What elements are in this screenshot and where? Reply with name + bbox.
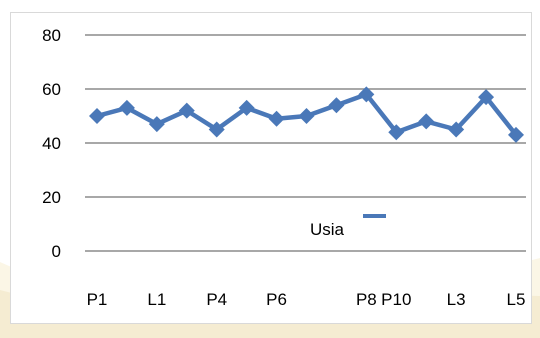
x-tick-label: L3 [447,290,466,309]
data-point [268,110,285,127]
data-point [298,108,315,124]
y-tick-label: 80 [42,26,61,45]
data-point [328,97,345,114]
gridlines [85,34,526,252]
y-tick-label: 40 [42,134,61,153]
x-tick-label: P6 [266,290,287,309]
series-usia [89,86,524,143]
data-point [89,108,105,124]
data-point [118,99,135,116]
y-tick-label: 60 [42,80,61,99]
data-point [238,99,255,116]
x-tick-label: P4 [206,290,227,309]
x-axis-ticks: P1 L1 P4 P6 P8 P10 L3 L5 [87,290,526,309]
x-tick-label: P10 [381,290,411,309]
legend: Usia [310,214,386,239]
x-tick-label: P1 [87,290,108,309]
legend-label: Usia [310,220,345,239]
chart-area: 0 20 40 60 80 P1 L1 P4 P6 P8 P10 L3 L5 Usia [10,12,532,324]
line-chart: 0 20 40 60 80 P1 L1 P4 P6 P8 P10 L3 L5 Usia [42,26,526,309]
data-point [148,116,165,133]
x-tick-label: L5 [507,290,526,309]
data-point [208,121,225,138]
y-tick-label: 0 [52,242,61,261]
x-tick-label: P8 [356,290,377,309]
data-point [358,86,375,103]
data-point [388,124,405,141]
data-point [418,113,435,130]
data-point [448,121,465,138]
data-point [178,102,195,119]
data-point [478,89,495,106]
y-axis-ticks: 0 20 40 60 80 [42,26,61,261]
x-tick-label: L1 [147,290,166,309]
y-tick-label: 20 [42,188,61,207]
